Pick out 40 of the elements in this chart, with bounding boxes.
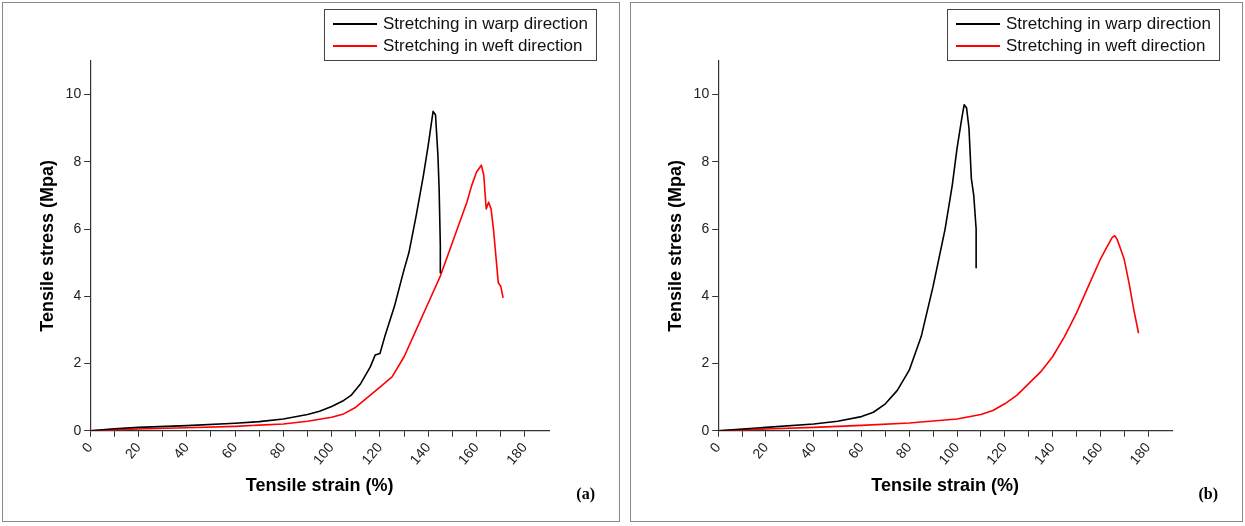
- x-tick-label: 80: [266, 439, 289, 462]
- y-tick-label: 6: [701, 219, 710, 236]
- y-tick-label: 2: [73, 354, 82, 371]
- legend-label: Stretching in weft direction: [1005, 36, 1206, 56]
- y-tick-label: 6: [73, 219, 82, 236]
- y-tick-label: 0: [701, 421, 710, 438]
- x-tick-label: 180: [502, 439, 531, 468]
- y-tick-label: 10: [693, 85, 710, 102]
- x-tick-label: 60: [844, 439, 867, 462]
- x-axis-title: Tensile strain (%): [245, 475, 394, 496]
- y-tick-label: 4: [701, 287, 710, 304]
- x-tick-label: 40: [796, 439, 820, 462]
- y-tick-label: 2: [701, 354, 710, 371]
- legend-label: Stretching in weft direction: [382, 36, 583, 56]
- x-tick-label: 120: [982, 439, 1011, 468]
- x-tick-label: 100: [935, 439, 963, 468]
- x-tick-label: 100: [309, 439, 338, 468]
- text: (a): [576, 485, 595, 503]
- y-tick-label: 8: [701, 152, 710, 169]
- y-tick-label: 10: [65, 85, 82, 102]
- x-axis-title: Tensile strain (%): [871, 475, 1019, 496]
- y-axis-title: Tensile stress (Mpa): [664, 159, 685, 332]
- y-tick-label: 0: [73, 421, 82, 438]
- x-tick-label: 80: [892, 439, 915, 462]
- text: (b): [1198, 485, 1218, 503]
- legend-label: Stretching in warp direction: [1005, 14, 1211, 34]
- y-axis-title: Tensile stress (Mpa): [36, 159, 57, 332]
- x-tick-label: 140: [406, 439, 434, 468]
- x-tick-label: 60: [218, 439, 241, 462]
- x-tick-label: 160: [454, 439, 482, 468]
- x-tick-label: 40: [169, 439, 193, 462]
- y-tick-label: 4: [73, 287, 82, 304]
- x-tick-label: 20: [121, 439, 144, 462]
- x-tick-label: 140: [1030, 439, 1058, 468]
- y-tick-label: 8: [73, 152, 82, 169]
- x-tick-label: 160: [1078, 439, 1106, 468]
- x-tick-label: 180: [1126, 439, 1154, 468]
- legend-label: Stretching in warp direction: [382, 14, 588, 34]
- x-tick-label: 120: [357, 439, 386, 468]
- x-tick-label: 20: [748, 439, 772, 462]
